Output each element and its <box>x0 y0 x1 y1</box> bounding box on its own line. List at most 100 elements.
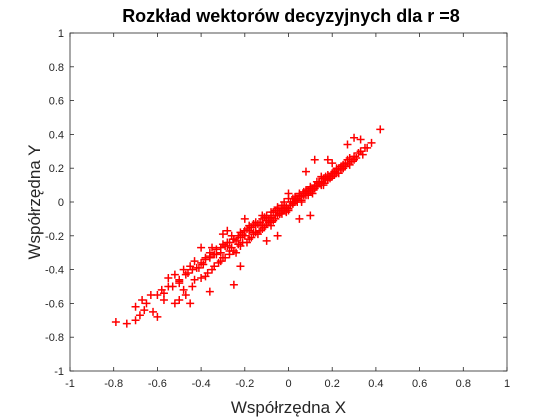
x-tick-label: -0.8 <box>104 378 123 390</box>
data-point <box>262 236 271 245</box>
data-point <box>304 191 313 200</box>
y-tick-label: -0.2 <box>45 231 64 243</box>
data-point <box>135 311 144 320</box>
data-point <box>218 253 227 262</box>
data-point <box>179 265 188 274</box>
data-point <box>238 238 247 247</box>
data-point <box>328 159 337 168</box>
data-point <box>131 316 140 325</box>
data-point <box>310 182 319 191</box>
x-tick-label: -1 <box>65 378 75 390</box>
data-point <box>170 270 179 279</box>
data-point <box>181 290 190 299</box>
data-point <box>315 179 324 188</box>
x-tick-label: 0.8 <box>456 378 471 390</box>
y-tick-label: -0.6 <box>45 298 64 310</box>
data-point <box>179 285 188 294</box>
data-point <box>186 299 195 308</box>
data-point <box>253 219 262 228</box>
data-point <box>214 258 223 267</box>
data-point <box>236 233 245 242</box>
data-point <box>164 282 173 291</box>
data-point <box>216 248 225 257</box>
x-axis-ticks: -1 -0.8 -0.6 -0.4 -0.2 0 0.2 0.4 0.6 0.8 1 <box>65 33 510 390</box>
data-point <box>295 214 304 223</box>
data-point <box>122 319 131 328</box>
data-point <box>367 138 376 147</box>
data-point <box>345 154 354 163</box>
data-point <box>245 235 254 244</box>
data-point <box>310 155 319 164</box>
x-tick-label: 0.4 <box>368 378 383 390</box>
data-point <box>188 282 197 291</box>
data-point <box>192 263 201 272</box>
data-point <box>245 226 254 235</box>
data-point <box>190 275 199 284</box>
data-point <box>299 189 308 198</box>
data-point <box>273 211 282 220</box>
data-point <box>323 155 332 164</box>
data-point <box>205 287 214 296</box>
data-point <box>251 228 260 237</box>
data-point <box>234 240 243 249</box>
data-point <box>288 199 297 208</box>
data-point <box>350 133 359 142</box>
y-axis-ticks: -1 -0.8 -0.6 -0.4 -0.2 0 0.2 0.4 0.6 0.8 1 <box>45 28 507 378</box>
data-point <box>225 250 234 259</box>
data-point <box>218 230 227 239</box>
data-point <box>363 143 372 152</box>
y-tick-label: 0.2 <box>49 163 64 175</box>
data-point <box>343 140 352 149</box>
data-point <box>138 296 147 305</box>
data-point <box>111 317 120 326</box>
data-point <box>240 231 249 240</box>
y-axis-label: Współrzędna Y <box>25 145 44 260</box>
data-point <box>159 289 168 298</box>
data-point <box>319 181 328 190</box>
data-point <box>197 243 206 252</box>
x-tick-label: -0.4 <box>192 378 211 390</box>
data-point <box>159 296 168 305</box>
y-tick-label: 0.8 <box>49 62 64 74</box>
data-point <box>317 172 326 181</box>
data-point <box>284 189 293 198</box>
data-point <box>258 211 267 220</box>
data-point <box>201 272 210 281</box>
data-point <box>140 306 149 315</box>
data-point <box>190 257 199 266</box>
data-point <box>273 231 282 240</box>
x-tick-label: 0 <box>285 378 291 390</box>
x-tick-label: 0.6 <box>412 378 427 390</box>
data-point <box>260 223 269 232</box>
data-point <box>277 209 286 218</box>
data-point <box>142 299 151 308</box>
x-tick-label: 0.2 <box>325 378 340 390</box>
data-point <box>208 265 217 274</box>
data-point <box>339 164 348 173</box>
data-point <box>306 211 315 220</box>
data-point <box>284 206 293 215</box>
data-point <box>328 170 337 179</box>
data-point <box>197 274 206 283</box>
data-point <box>229 280 238 289</box>
x-tick-label: -0.2 <box>235 378 254 390</box>
data-point <box>332 169 341 178</box>
data-point <box>256 226 265 235</box>
y-tick-label: 0.4 <box>49 129 64 141</box>
y-tick-label: -0.8 <box>45 332 64 344</box>
data-point <box>236 262 245 271</box>
plot-frame <box>69 32 508 372</box>
x-tick-label: 1 <box>504 378 510 390</box>
chart-title: Rozkład wektorów decyzyjnych dla r =8 <box>122 6 460 26</box>
data-point <box>301 167 310 176</box>
y-tick-label: -0.4 <box>45 265 64 277</box>
data-point <box>293 198 302 206</box>
data-point <box>356 135 365 144</box>
y-tick-label: -1 <box>54 366 64 378</box>
data-point <box>354 148 363 157</box>
data-point <box>229 247 238 256</box>
data-point <box>323 176 332 185</box>
data-point <box>170 299 179 308</box>
data-point <box>205 253 214 262</box>
y-tick-label: 1 <box>58 28 64 40</box>
